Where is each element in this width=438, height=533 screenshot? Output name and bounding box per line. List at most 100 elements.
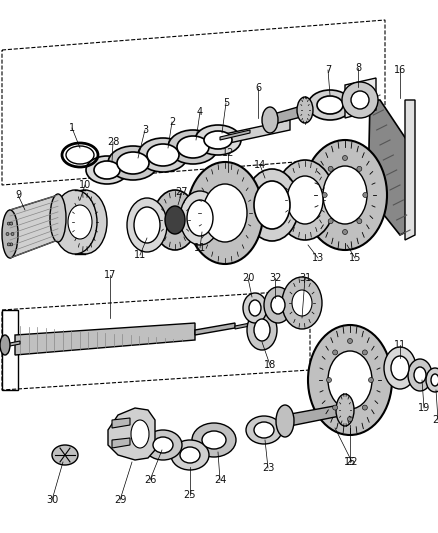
Ellipse shape: [2, 210, 18, 258]
Polygon shape: [285, 404, 345, 427]
Ellipse shape: [323, 166, 367, 224]
Text: 17: 17: [104, 270, 116, 280]
Text: 3: 3: [142, 125, 148, 135]
Text: 11: 11: [394, 340, 406, 350]
Ellipse shape: [6, 232, 9, 236]
Ellipse shape: [86, 156, 128, 184]
Ellipse shape: [134, 207, 160, 243]
Ellipse shape: [343, 230, 347, 235]
Text: 22: 22: [346, 457, 358, 467]
Ellipse shape: [414, 367, 426, 383]
Ellipse shape: [322, 192, 327, 198]
Ellipse shape: [275, 160, 335, 240]
Ellipse shape: [94, 161, 120, 179]
Text: 1: 1: [69, 123, 75, 133]
Ellipse shape: [10, 243, 13, 246]
Ellipse shape: [180, 447, 200, 463]
Text: 21: 21: [432, 415, 438, 425]
Polygon shape: [195, 323, 235, 335]
Ellipse shape: [147, 144, 179, 166]
Ellipse shape: [351, 91, 369, 109]
Text: 30: 30: [46, 495, 58, 505]
Polygon shape: [10, 195, 58, 258]
Ellipse shape: [254, 181, 290, 229]
Text: 28: 28: [107, 137, 119, 147]
Ellipse shape: [342, 82, 378, 118]
Ellipse shape: [343, 156, 347, 160]
Ellipse shape: [204, 131, 232, 149]
Ellipse shape: [328, 219, 333, 224]
Polygon shape: [220, 130, 250, 140]
Text: 25: 25: [184, 490, 196, 500]
Text: 9: 9: [15, 190, 21, 200]
Ellipse shape: [117, 152, 149, 174]
Ellipse shape: [202, 431, 226, 449]
Ellipse shape: [187, 162, 263, 264]
Text: 14: 14: [254, 160, 266, 170]
Ellipse shape: [203, 184, 247, 242]
Text: 18: 18: [264, 360, 276, 370]
Ellipse shape: [153, 190, 197, 250]
Ellipse shape: [180, 191, 220, 245]
Text: 20: 20: [242, 273, 254, 283]
Polygon shape: [15, 323, 195, 355]
Ellipse shape: [243, 293, 267, 323]
Ellipse shape: [246, 416, 282, 444]
Ellipse shape: [63, 190, 107, 254]
Polygon shape: [345, 78, 376, 118]
Ellipse shape: [384, 347, 416, 389]
Text: 29: 29: [114, 495, 126, 505]
Ellipse shape: [408, 359, 432, 391]
Ellipse shape: [303, 140, 387, 250]
Text: 7: 7: [325, 65, 331, 75]
Ellipse shape: [332, 405, 338, 410]
Ellipse shape: [254, 422, 274, 438]
Polygon shape: [405, 100, 415, 240]
Text: 4: 4: [197, 107, 203, 117]
Ellipse shape: [308, 325, 392, 435]
Polygon shape: [112, 418, 130, 428]
Ellipse shape: [171, 440, 209, 470]
Text: 2: 2: [169, 117, 175, 127]
Ellipse shape: [391, 356, 409, 380]
Text: 32: 32: [269, 273, 281, 283]
Polygon shape: [108, 408, 155, 460]
Text: 26: 26: [144, 475, 156, 485]
Ellipse shape: [426, 368, 438, 392]
Ellipse shape: [264, 287, 292, 323]
Ellipse shape: [0, 335, 10, 355]
Polygon shape: [235, 322, 255, 329]
Text: 5: 5: [223, 98, 229, 108]
Ellipse shape: [50, 194, 66, 242]
Ellipse shape: [328, 166, 333, 171]
Ellipse shape: [328, 351, 372, 409]
Text: 27: 27: [176, 187, 188, 197]
Ellipse shape: [53, 190, 97, 254]
Ellipse shape: [7, 243, 10, 246]
Text: 12: 12: [222, 148, 234, 158]
Ellipse shape: [282, 277, 322, 329]
Text: 6: 6: [255, 83, 261, 93]
Text: 11: 11: [194, 243, 206, 253]
Polygon shape: [112, 438, 130, 448]
Text: 24: 24: [214, 475, 226, 485]
Ellipse shape: [168, 130, 218, 164]
Ellipse shape: [287, 176, 323, 224]
Ellipse shape: [131, 420, 149, 448]
Ellipse shape: [292, 290, 312, 316]
Ellipse shape: [153, 437, 173, 453]
Ellipse shape: [308, 90, 352, 120]
Text: 15: 15: [349, 253, 361, 263]
Polygon shape: [270, 105, 305, 125]
Ellipse shape: [195, 125, 241, 155]
Ellipse shape: [138, 138, 188, 172]
Ellipse shape: [297, 97, 313, 123]
Ellipse shape: [245, 169, 299, 241]
Ellipse shape: [276, 405, 294, 437]
Ellipse shape: [362, 350, 367, 355]
Ellipse shape: [357, 219, 362, 224]
Ellipse shape: [52, 445, 78, 465]
Ellipse shape: [187, 200, 213, 236]
Polygon shape: [368, 100, 410, 235]
Ellipse shape: [192, 423, 236, 457]
